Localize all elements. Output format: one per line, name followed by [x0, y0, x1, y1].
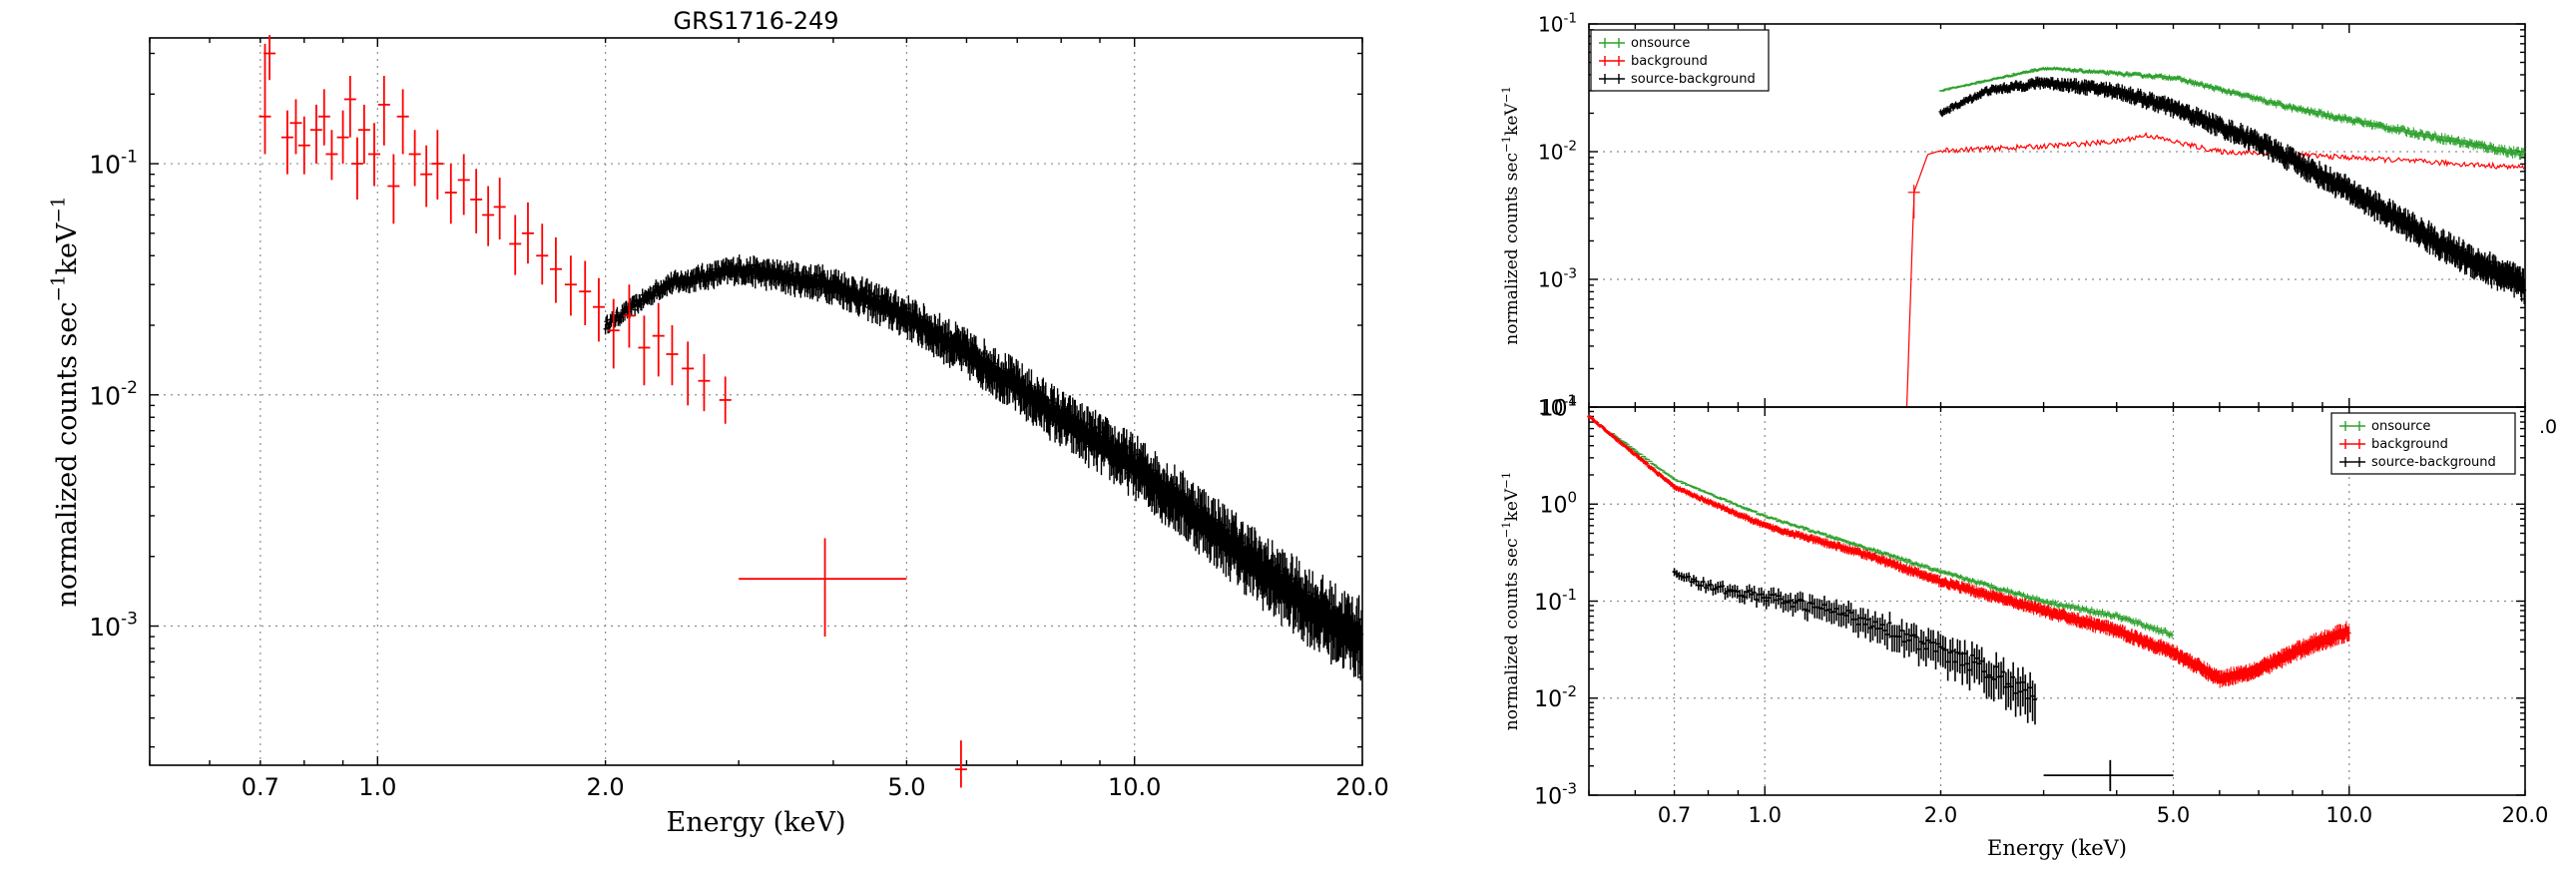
- red-data-point: [623, 284, 636, 348]
- plot-frame: [149, 37, 1363, 766]
- series-source-background: [1938, 76, 2527, 304]
- chart-2-axes: 10-1 10-2 10-3 10-4 normalized counts sec−1k…: [1499, 11, 2526, 420]
- y-tick-label: 10-1: [1538, 11, 1577, 37]
- red-data-point: [420, 145, 433, 208]
- red-data-point: [457, 154, 470, 216]
- x-tick-label: 10.0: [2325, 803, 2372, 827]
- red-data-point: [297, 116, 310, 175]
- y-tick-label: 100: [1539, 489, 1577, 519]
- red-data-point: [263, 35, 276, 81]
- chart-1-axes: 0.7 1.0 2.0 5.0 10.0 20.0 10-1 10-2 10-3normaliz…: [49, 7, 1389, 838]
- red-data-point: [317, 89, 330, 146]
- legend-label: source-background: [1631, 72, 1756, 87]
- red-data-point: [652, 302, 665, 377]
- red-data-point: [470, 169, 483, 233]
- x-tick-label: 1.0: [358, 773, 396, 801]
- y-tick-label: 10-2: [1534, 682, 1577, 712]
- chart-3-data: [1587, 414, 2351, 791]
- red-data-point: [638, 315, 651, 386]
- red-data-point: [408, 130, 421, 187]
- y-tick-label: 10-1: [89, 147, 138, 179]
- red-data-point: [682, 341, 695, 406]
- plot-frame: [1588, 406, 2526, 796]
- red-data-point: [289, 99, 302, 155]
- red-data-point: [444, 164, 457, 224]
- red-data-point: [387, 154, 400, 224]
- y-tick-label: 10-2: [89, 378, 138, 410]
- red-data-point: [493, 178, 506, 240]
- red-data-point: [954, 740, 967, 788]
- legend-label: onsource: [1631, 36, 1690, 51]
- background-point: [1907, 185, 1920, 218]
- y-tick-label: 10-3: [1538, 266, 1577, 292]
- red-data-point: [592, 277, 605, 342]
- red-data-point: [521, 202, 534, 264]
- red-data-point: [367, 123, 380, 187]
- x-tick-label: 10.0: [1108, 773, 1161, 801]
- red-data-point: [666, 325, 679, 386]
- y-axis-label: normalized counts sec−1keV−1: [49, 197, 83, 608]
- red-data-point: [607, 298, 620, 369]
- red-data-point: [396, 89, 409, 155]
- chart-1-data: [258, 35, 1364, 788]
- red-data-point: [343, 75, 356, 138]
- x-tick-label: 2.0: [1924, 803, 1957, 827]
- x-tick-label: 2.0: [587, 773, 625, 801]
- y-axis-label: normalized counts sec−1keV−1: [1499, 472, 1522, 730]
- red-data-point: [482, 186, 495, 246]
- red-data-point: [719, 376, 732, 424]
- red-data-point: [579, 260, 592, 326]
- red-data-point: [280, 110, 293, 175]
- y-tick-label: 10-1: [1534, 586, 1577, 616]
- red-data-point: [258, 43, 271, 155]
- x-tick-label: 1.0: [1749, 803, 1782, 827]
- chart-title: GRS1716-249: [673, 7, 838, 35]
- red-data-point: [698, 353, 711, 412]
- x-tick-label: 20.0: [1335, 773, 1388, 801]
- series-onsource: [1938, 66, 2526, 161]
- x-tick-label: 5.0: [887, 773, 925, 801]
- red-data-point: [336, 110, 349, 165]
- red-data-point: [431, 130, 444, 200]
- y-tick-label: 10-3: [1534, 779, 1577, 809]
- red-data-point: [325, 130, 338, 181]
- series-onsource: [1611, 433, 2175, 639]
- red-data-point: [536, 223, 549, 285]
- legend-label: background: [1631, 54, 1708, 69]
- y-tick-label: 101: [1539, 391, 1577, 421]
- red-data-point: [350, 137, 363, 200]
- y-axis-label: normalized counts sec−1keV−1: [1499, 86, 1522, 344]
- red-data-point: [549, 236, 562, 303]
- legend-top: onsource background source-background: [1590, 29, 1770, 92]
- y-tick-label: 10-3: [89, 610, 138, 642]
- red-data-point: [739, 538, 907, 638]
- series-black: [603, 254, 1364, 681]
- background-line: [1905, 132, 2525, 408]
- x-axis-label: Energy (keV): [1987, 836, 2127, 860]
- red-data-point: [564, 255, 577, 316]
- red-data-point: [509, 215, 522, 275]
- red-data-point: [377, 75, 390, 146]
- red-data-point: [357, 104, 370, 165]
- series-background: [1905, 132, 2525, 408]
- x-tick-label: 0.7: [1658, 803, 1691, 827]
- x-axis-label: Energy (keV): [666, 807, 845, 838]
- y-tick-label: 10-2: [1538, 139, 1577, 165]
- red-data-point: [309, 104, 322, 165]
- x-tick-label-partial: .0: [2539, 416, 2557, 438]
- x-tick-label: 0.7: [242, 773, 279, 801]
- x-tick-label: 5.0: [2157, 803, 2190, 827]
- y-tick-label: 10-4: [1538, 394, 1577, 420]
- chart-2-data: [1905, 66, 2527, 408]
- x-tick-label: 20.0: [2502, 803, 2549, 827]
